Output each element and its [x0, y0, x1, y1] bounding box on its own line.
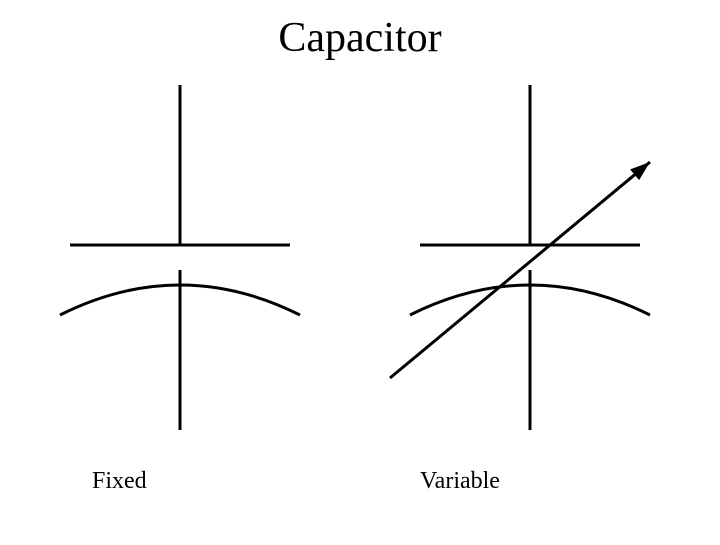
diagram-canvas: [0, 0, 720, 545]
label-variable: Variable: [420, 468, 500, 495]
label-fixed: Fixed: [92, 468, 147, 495]
capacitor-symbols-svg: [0, 0, 720, 540]
variable-capacitor-arrow-shaft: [390, 162, 650, 378]
